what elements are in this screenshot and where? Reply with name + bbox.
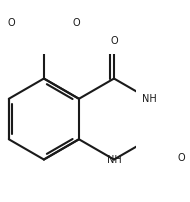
Text: O: O <box>72 18 80 28</box>
Text: O: O <box>8 18 15 28</box>
Text: NH: NH <box>107 155 121 164</box>
Text: O: O <box>110 36 118 46</box>
Text: NH: NH <box>142 94 156 104</box>
Text: O: O <box>177 153 185 163</box>
